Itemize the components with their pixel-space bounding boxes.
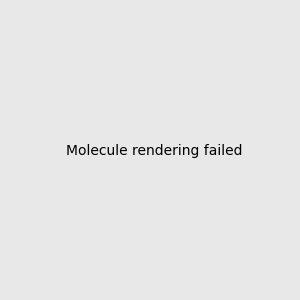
Text: Molecule rendering failed: Molecule rendering failed bbox=[65, 145, 242, 158]
